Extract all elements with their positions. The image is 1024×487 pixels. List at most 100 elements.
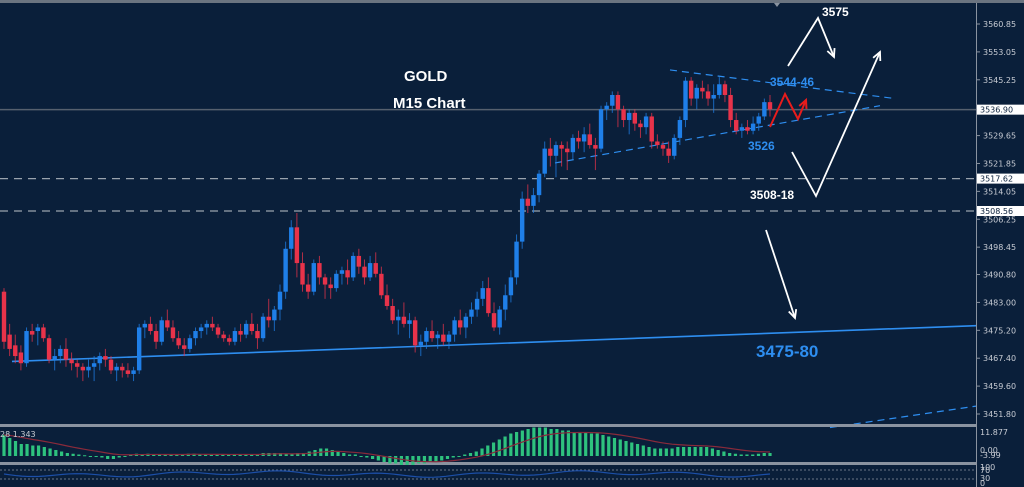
macd-bar — [163, 454, 167, 456]
candle-body — [373, 263, 378, 274]
candle-body — [587, 134, 592, 146]
candle-body — [52, 356, 57, 360]
arrow-dip-then-rally-head — [872, 50, 882, 62]
candle-body — [593, 145, 598, 149]
candle-body — [24, 331, 29, 364]
macd-bar — [699, 447, 703, 456]
arrow-to-3575-head — [826, 47, 836, 59]
candle-body — [249, 323, 255, 332]
macd-bar — [417, 456, 421, 464]
candle-body — [193, 331, 198, 339]
rsi-axis-70: 70 — [980, 466, 990, 475]
macd-bar — [607, 436, 611, 456]
macd-bar — [739, 454, 743, 456]
candle-body — [756, 116, 761, 124]
macd-axis-max: 11.877 — [980, 428, 1008, 437]
macd-bar — [42, 447, 46, 456]
candle-body — [536, 173, 542, 196]
candle-body — [615, 94, 621, 110]
macd-bar — [733, 453, 738, 456]
arrow-red-range — [769, 91, 807, 128]
candle-body — [688, 80, 694, 99]
candle-body — [311, 263, 316, 292]
candle-body — [41, 327, 46, 339]
rsi-pane-separator[interactable] — [0, 462, 977, 465]
macd-bar — [676, 447, 680, 456]
macd-bar — [399, 456, 403, 465]
candle-body — [339, 270, 345, 274]
macd-bar — [2, 435, 6, 456]
candle-body — [13, 345, 18, 357]
macd-bar — [106, 456, 110, 459]
candle-body — [581, 134, 587, 142]
candle-body — [700, 87, 705, 92]
axis-tick-label: 3483.00 — [983, 298, 1016, 307]
macd-bar — [768, 453, 772, 456]
candle-body — [136, 327, 142, 371]
candle-body — [739, 127, 745, 131]
candle-body — [553, 145, 559, 156]
macd-bar — [561, 430, 565, 456]
candle-body — [548, 148, 553, 156]
macd-bar — [198, 454, 202, 456]
annotation-target-3575: 3575 — [822, 5, 849, 19]
candle-body — [300, 263, 305, 285]
macd-axis-min: -3.99 — [980, 451, 1001, 460]
macd-bar — [371, 456, 375, 459]
macd-bar — [445, 456, 450, 459]
macd-bar — [100, 456, 104, 458]
trendline-triangle-upper — [669, 69, 896, 100]
candle-body — [401, 316, 407, 324]
macd-bar — [71, 453, 75, 456]
trendline-major-support — [11, 324, 977, 363]
candle-body — [469, 309, 474, 317]
macd-pane-separator[interactable] — [0, 424, 977, 427]
axis-tick-label: 3560.85 — [983, 20, 1016, 29]
macd-bar — [221, 454, 225, 456]
macd-bar — [250, 454, 254, 456]
candle-body — [159, 320, 164, 342]
candle-body — [260, 316, 266, 339]
candle-body — [458, 320, 463, 328]
candle-body — [683, 80, 688, 121]
candle-body — [598, 109, 604, 149]
candle-body — [362, 266, 367, 278]
forecast-arrows — [765, 16, 882, 320]
candle-body — [272, 309, 277, 321]
macd-bar — [630, 442, 634, 456]
macd-bar — [19, 444, 23, 456]
candle-body — [677, 120, 683, 138]
macd-bar — [342, 453, 346, 456]
macd-bar — [693, 447, 697, 456]
macd-axis-zero: 0.00 — [980, 446, 998, 455]
macd-bar — [382, 456, 386, 462]
candle-body — [463, 316, 469, 328]
macd-bar — [578, 432, 582, 456]
candle-body — [170, 327, 176, 339]
macd-bar — [751, 454, 755, 456]
candle-body — [103, 356, 108, 360]
candle-body — [565, 148, 570, 153]
candle-body — [97, 356, 102, 364]
shift-marker-icon[interactable] — [774, 3, 780, 7]
macd-bar — [117, 456, 121, 458]
candle-body — [559, 145, 564, 149]
candle-body — [204, 323, 209, 328]
macd-bar — [664, 448, 668, 456]
price-axis[interactable]: 3560.85 3553.05 3545.25 3529.65 3521.85 3514.… — [976, 20, 1024, 419]
macd-bar — [111, 456, 116, 459]
candle-body — [18, 352, 24, 364]
macd-bar — [745, 454, 749, 456]
candle-body — [666, 148, 671, 156]
macd-bar — [203, 454, 208, 456]
annotation-support-zone: 3508-18 — [750, 188, 794, 202]
axis-tick-label: 3506.25 — [983, 215, 1016, 224]
candle-body — [418, 341, 423, 346]
macd-label: 28 1.343 — [0, 430, 36, 439]
macd-bar — [549, 429, 553, 456]
candle-body — [69, 359, 74, 364]
macd-bar — [687, 447, 691, 456]
axis-tick-label: 3545.25 — [983, 76, 1016, 85]
candle-body — [660, 145, 666, 149]
